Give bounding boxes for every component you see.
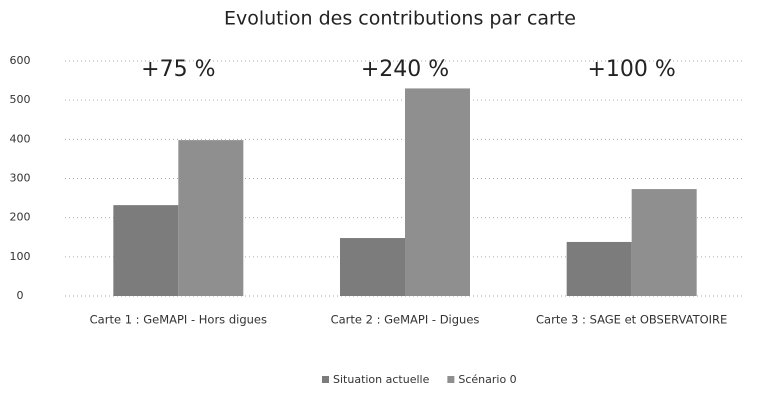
bar	[631, 189, 697, 296]
y-tick-label: 200	[10, 211, 31, 224]
legend-swatch	[447, 376, 455, 383]
y-tick-label: 500	[10, 93, 31, 106]
legend-swatch	[322, 376, 329, 383]
x-tick-label: Carte 3 : SAGE et OBSERVATOIRE	[536, 313, 727, 327]
y-tick-label: 300	[10, 172, 31, 185]
y-tick-label: 0	[17, 289, 24, 302]
bar	[113, 205, 179, 296]
annotation: +240 %	[361, 57, 449, 82]
legend-label: Situation actuelle	[333, 373, 430, 386]
annotation: +100 %	[588, 57, 676, 82]
x-tick-label: Carte 2 : GeMAPI - Digues	[331, 313, 480, 327]
annotation: +75 %	[141, 57, 215, 82]
bar	[340, 238, 405, 296]
bar	[566, 241, 632, 296]
y-tick-label: 100	[10, 250, 31, 263]
legend-label: Scénario 0	[458, 373, 516, 386]
y-tick-label: 400	[10, 132, 31, 145]
x-tick-label: Carte 1 : GeMAPI - Hors digues	[90, 313, 267, 327]
y-tick-label: 600	[10, 54, 31, 67]
bar	[405, 88, 470, 297]
chart-title: Evolution des contributions par carte	[224, 8, 576, 30]
bar	[178, 140, 244, 296]
